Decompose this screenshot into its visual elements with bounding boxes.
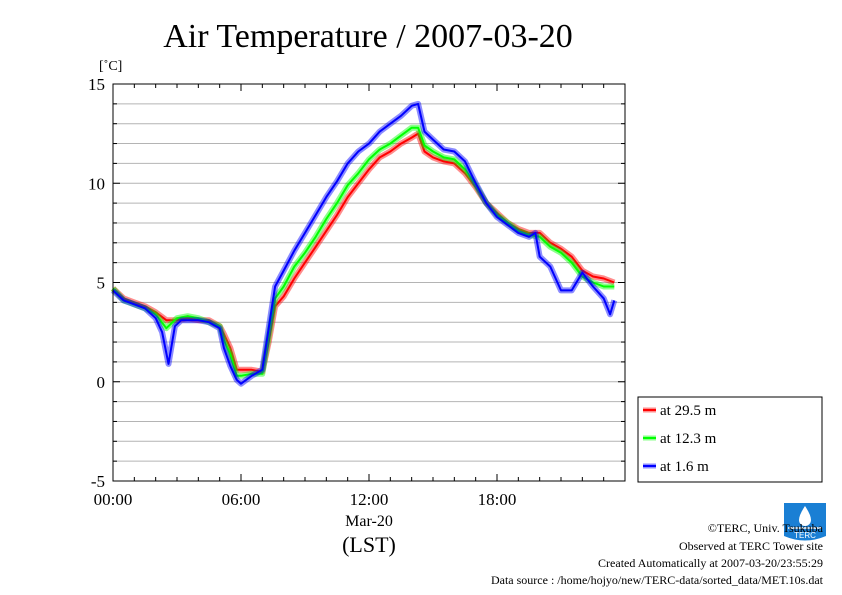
legend-label: at 12.3 m [660, 431, 717, 447]
legend-box [637, 396, 823, 483]
y-tick-label: 10 [88, 174, 105, 193]
x-tick-label: 12:00 [350, 490, 389, 509]
y-tick-label: 15 [88, 75, 105, 94]
copyright-text: ©TERC, Univ. Tsukuba [708, 521, 824, 535]
x-axis-label: (LST) [342, 532, 396, 557]
terc-logo: TERC [784, 503, 826, 541]
y-tick-label: 0 [97, 373, 106, 392]
series-line [112, 102, 616, 385]
water-drop-icon [799, 506, 811, 526]
y-tick-label: 5 [97, 274, 106, 293]
chart-title: Air Temperature / 2007-03-20 [163, 18, 573, 55]
axes: -5 0 5 10 15 00:00 06:00 12:00 18:00 [88, 75, 626, 509]
x-tick-label: 18:00 [478, 490, 517, 509]
date-label: Mar-20 [345, 513, 393, 530]
legend-label: at 1.6 m [660, 459, 709, 475]
x-tick-label: 00:00 [94, 490, 133, 509]
logo-text: TERC [794, 531, 816, 540]
plot-series [110, 100, 618, 387]
legend: at 29.5 m at 12.3 m at 1.6 m [637, 396, 823, 483]
x-tick-label: 06:00 [222, 490, 261, 509]
data-source-text: Data source : /home/hojyo/new/TERC-data/… [491, 573, 824, 587]
created-text: Created Automatically at 2007-03-20/23:5… [598, 556, 823, 570]
observed-text: Observed at TERC Tower site [679, 539, 823, 553]
y-tick-label: -5 [91, 472, 105, 491]
legend-label: at 29.5 m [660, 403, 717, 419]
y-axis-unit-label: [˚C] [99, 59, 122, 74]
